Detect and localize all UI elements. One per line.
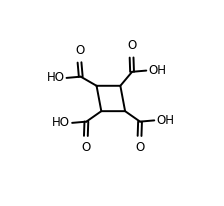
Text: O: O xyxy=(135,141,144,154)
Text: O: O xyxy=(81,141,90,154)
Text: HO: HO xyxy=(52,116,70,129)
Text: OH: OH xyxy=(156,114,174,127)
Text: OH: OH xyxy=(148,64,166,77)
Text: HO: HO xyxy=(47,71,65,84)
Text: O: O xyxy=(127,40,136,53)
Text: O: O xyxy=(75,44,84,57)
